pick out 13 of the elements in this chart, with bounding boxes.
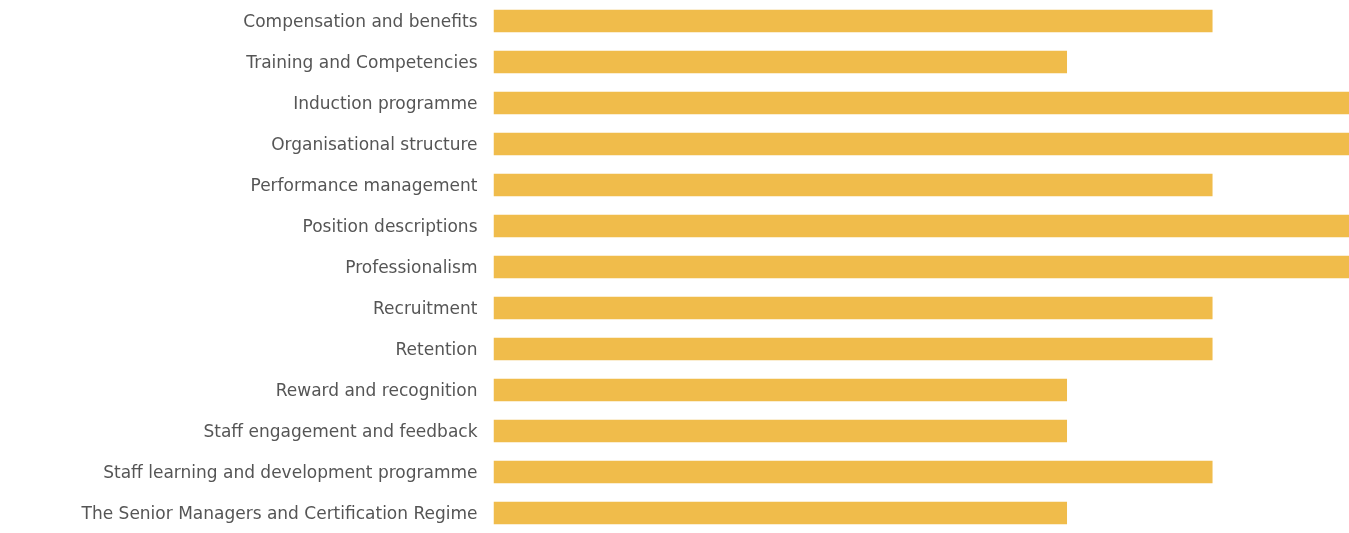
y-tick-label: Performance management xyxy=(250,175,478,195)
y-tick-label: Retention xyxy=(395,339,478,359)
y-tick-label: Staff engagement and feedback xyxy=(203,421,478,441)
y-tick-label: Staff learning and development programme xyxy=(103,462,478,482)
y-tick-label: Organisational structure xyxy=(271,134,478,154)
y-tick-label: Professionalism xyxy=(345,257,478,277)
y-tick-label: Compensation and benefits xyxy=(243,11,478,31)
y-tick-label: Reward and recognition xyxy=(275,380,478,400)
y-tick-label: Training and Competencies xyxy=(245,52,478,72)
y-tick-label: Induction programme xyxy=(293,93,478,113)
y-tick-label: The Senior Managers and Certification Regime xyxy=(80,503,478,523)
y-tick-label: Recruitment xyxy=(373,298,478,318)
y-tick-label: Position descriptions xyxy=(302,216,478,236)
